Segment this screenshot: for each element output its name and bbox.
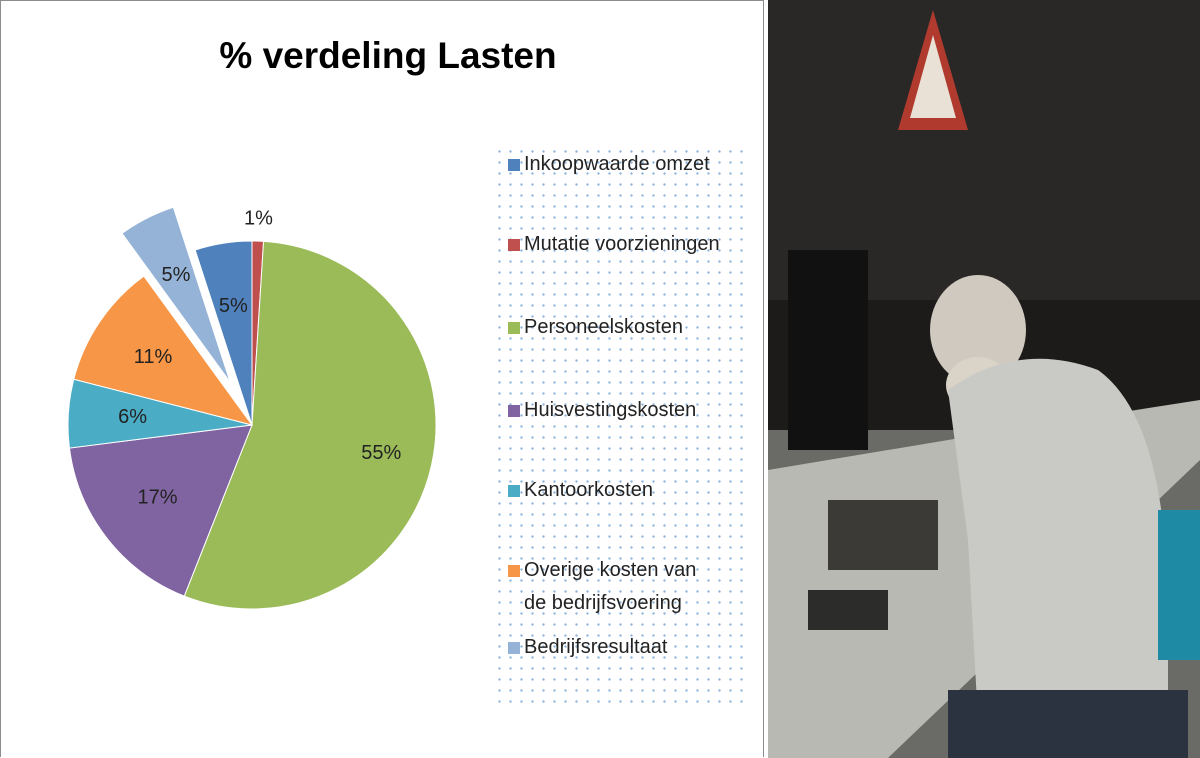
legend-label: Huisvestingskosten (524, 394, 724, 427)
legend-item: Mutatie voorzieningen (508, 228, 743, 261)
legend-swatch (508, 239, 520, 251)
data-label: 1% (244, 207, 273, 229)
data-label: 5% (219, 295, 248, 317)
legend-swatch (508, 159, 520, 171)
legend-item: Inkoopwaarde omzet (508, 148, 743, 181)
data-label: 55% (361, 442, 401, 464)
legend-swatch (508, 322, 520, 334)
legend-label: Mutatie voorzieningen (524, 228, 724, 261)
legend-swatch (508, 405, 520, 417)
legend-label: Overige kosten van de bedrijfsvoering (524, 554, 724, 620)
legend-item: Bedrijfsresultaat (508, 631, 743, 664)
chart-panel: % verdeling Lasten 5% 1% 55% 17% 6% 11% 5% Ink… (0, 0, 764, 757)
legend-label: Kantoorkosten (524, 474, 724, 507)
legend: Inkoopwaarde omzet Mutatie voorzieningen P… (494, 146, 746, 706)
legend-item: Personeelskosten (508, 311, 743, 344)
data-label: 11% (134, 346, 173, 368)
chart-title: % verdeling Lasten (219, 35, 556, 76)
data-label: 5% (161, 264, 190, 286)
data-label: 17% (137, 487, 177, 509)
legend-item: Overige kosten van de bedrijfsvoering (508, 554, 743, 620)
legend-item: Kantoorkosten (508, 474, 743, 507)
legend-swatch (508, 642, 520, 654)
legend-swatch (508, 485, 520, 497)
data-label: 6% (118, 406, 147, 428)
legend-label: Inkoopwaarde omzet (524, 148, 724, 181)
legend-label: Personeelskosten (524, 311, 724, 344)
page: {"chart_data": {"type": "pie", "title": … (0, 0, 1200, 758)
legend-item: Huisvestingskosten (508, 394, 743, 427)
photo (768, 0, 1200, 758)
legend-label: Bedrijfsresultaat (524, 631, 724, 664)
legend-swatch (508, 565, 520, 577)
